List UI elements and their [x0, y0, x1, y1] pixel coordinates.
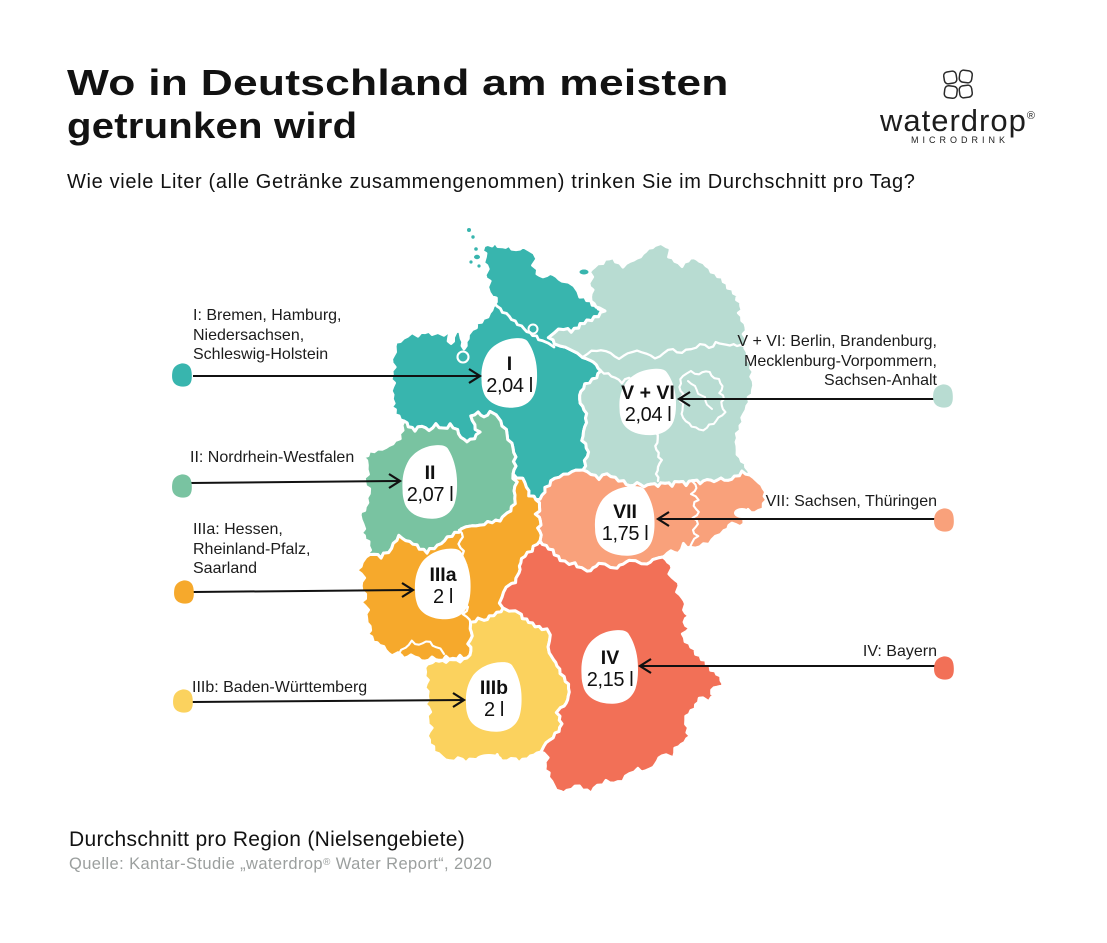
svg-text:2,04 l: 2,04 l: [625, 404, 672, 426]
svg-text:VII: VII: [613, 501, 637, 523]
svg-text:V + VI: V + VI: [621, 382, 675, 404]
svg-text:2,04 l: 2,04 l: [486, 375, 533, 397]
svg-text:II: II: [425, 462, 436, 484]
svg-text:IV: IV: [601, 647, 619, 669]
svg-text:2 l: 2 l: [433, 586, 453, 608]
svg-text:2 l: 2 l: [484, 699, 504, 721]
svg-text:2,07 l: 2,07 l: [407, 484, 454, 506]
svg-text:1,75 l: 1,75 l: [602, 523, 649, 545]
svg-text:2,15 l: 2,15 l: [587, 669, 634, 691]
svg-text:I: I: [507, 353, 512, 375]
svg-text:IIIa: IIIa: [429, 564, 456, 586]
svg-text:IIIb: IIIb: [480, 677, 508, 699]
